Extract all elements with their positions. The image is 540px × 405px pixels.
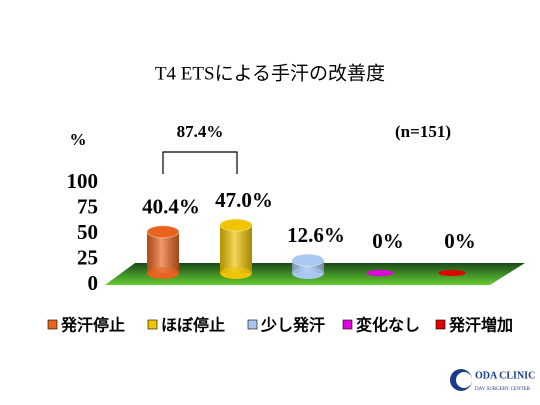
y-tick-label: 75 xyxy=(77,194,98,218)
value-label: 0% xyxy=(372,229,404,253)
value-label: 0% xyxy=(444,229,476,253)
legend-swatch xyxy=(147,319,158,330)
y-tick-label: 100 xyxy=(67,169,99,193)
y-tick-label: 0 xyxy=(88,271,99,295)
bracket xyxy=(162,151,238,174)
y-axis-label: % xyxy=(70,130,87,149)
value-label: 12.6% xyxy=(287,223,345,247)
logo-name: ODA CLINIC xyxy=(475,370,535,381)
annotation: 87.4% xyxy=(177,122,224,141)
legend-label: 少し発汗 xyxy=(260,316,325,335)
legend-swatch xyxy=(47,319,58,330)
legend-swatch xyxy=(247,319,258,330)
bar-bottom-shade xyxy=(220,267,252,279)
value-label: 47.0% xyxy=(215,188,273,212)
annotation: (n=151) xyxy=(395,122,451,141)
logo-icon xyxy=(456,372,472,388)
chart-title: T4 ETSによる手汗の改善度 xyxy=(155,62,385,84)
bar-shade xyxy=(220,225,252,273)
legend-label: 発汗停止 xyxy=(60,316,125,335)
bar-top xyxy=(146,225,180,239)
bar-shade xyxy=(147,231,179,273)
legend-label: 変化なし xyxy=(356,316,420,335)
legend-label: ほぼ停止 xyxy=(161,316,225,335)
bar-bottom-shade xyxy=(292,267,324,279)
legend-swatch xyxy=(342,319,353,330)
bar-top xyxy=(291,253,325,267)
bar-top xyxy=(219,218,253,232)
y-tick-label: 50 xyxy=(77,220,98,244)
value-label: 40.4% xyxy=(142,195,200,219)
logo-subtitle: DAY SURGERY CENTER xyxy=(475,387,531,392)
logo: ODA CLINIC DAY SURGERY CENTER xyxy=(450,369,535,392)
legend-swatch xyxy=(435,319,446,330)
bar xyxy=(438,270,466,276)
y-tick-label: 25 xyxy=(77,245,98,269)
bar-bottom-shade xyxy=(147,267,179,279)
legend-label: 発汗増加 xyxy=(448,316,513,335)
bar xyxy=(366,270,394,276)
